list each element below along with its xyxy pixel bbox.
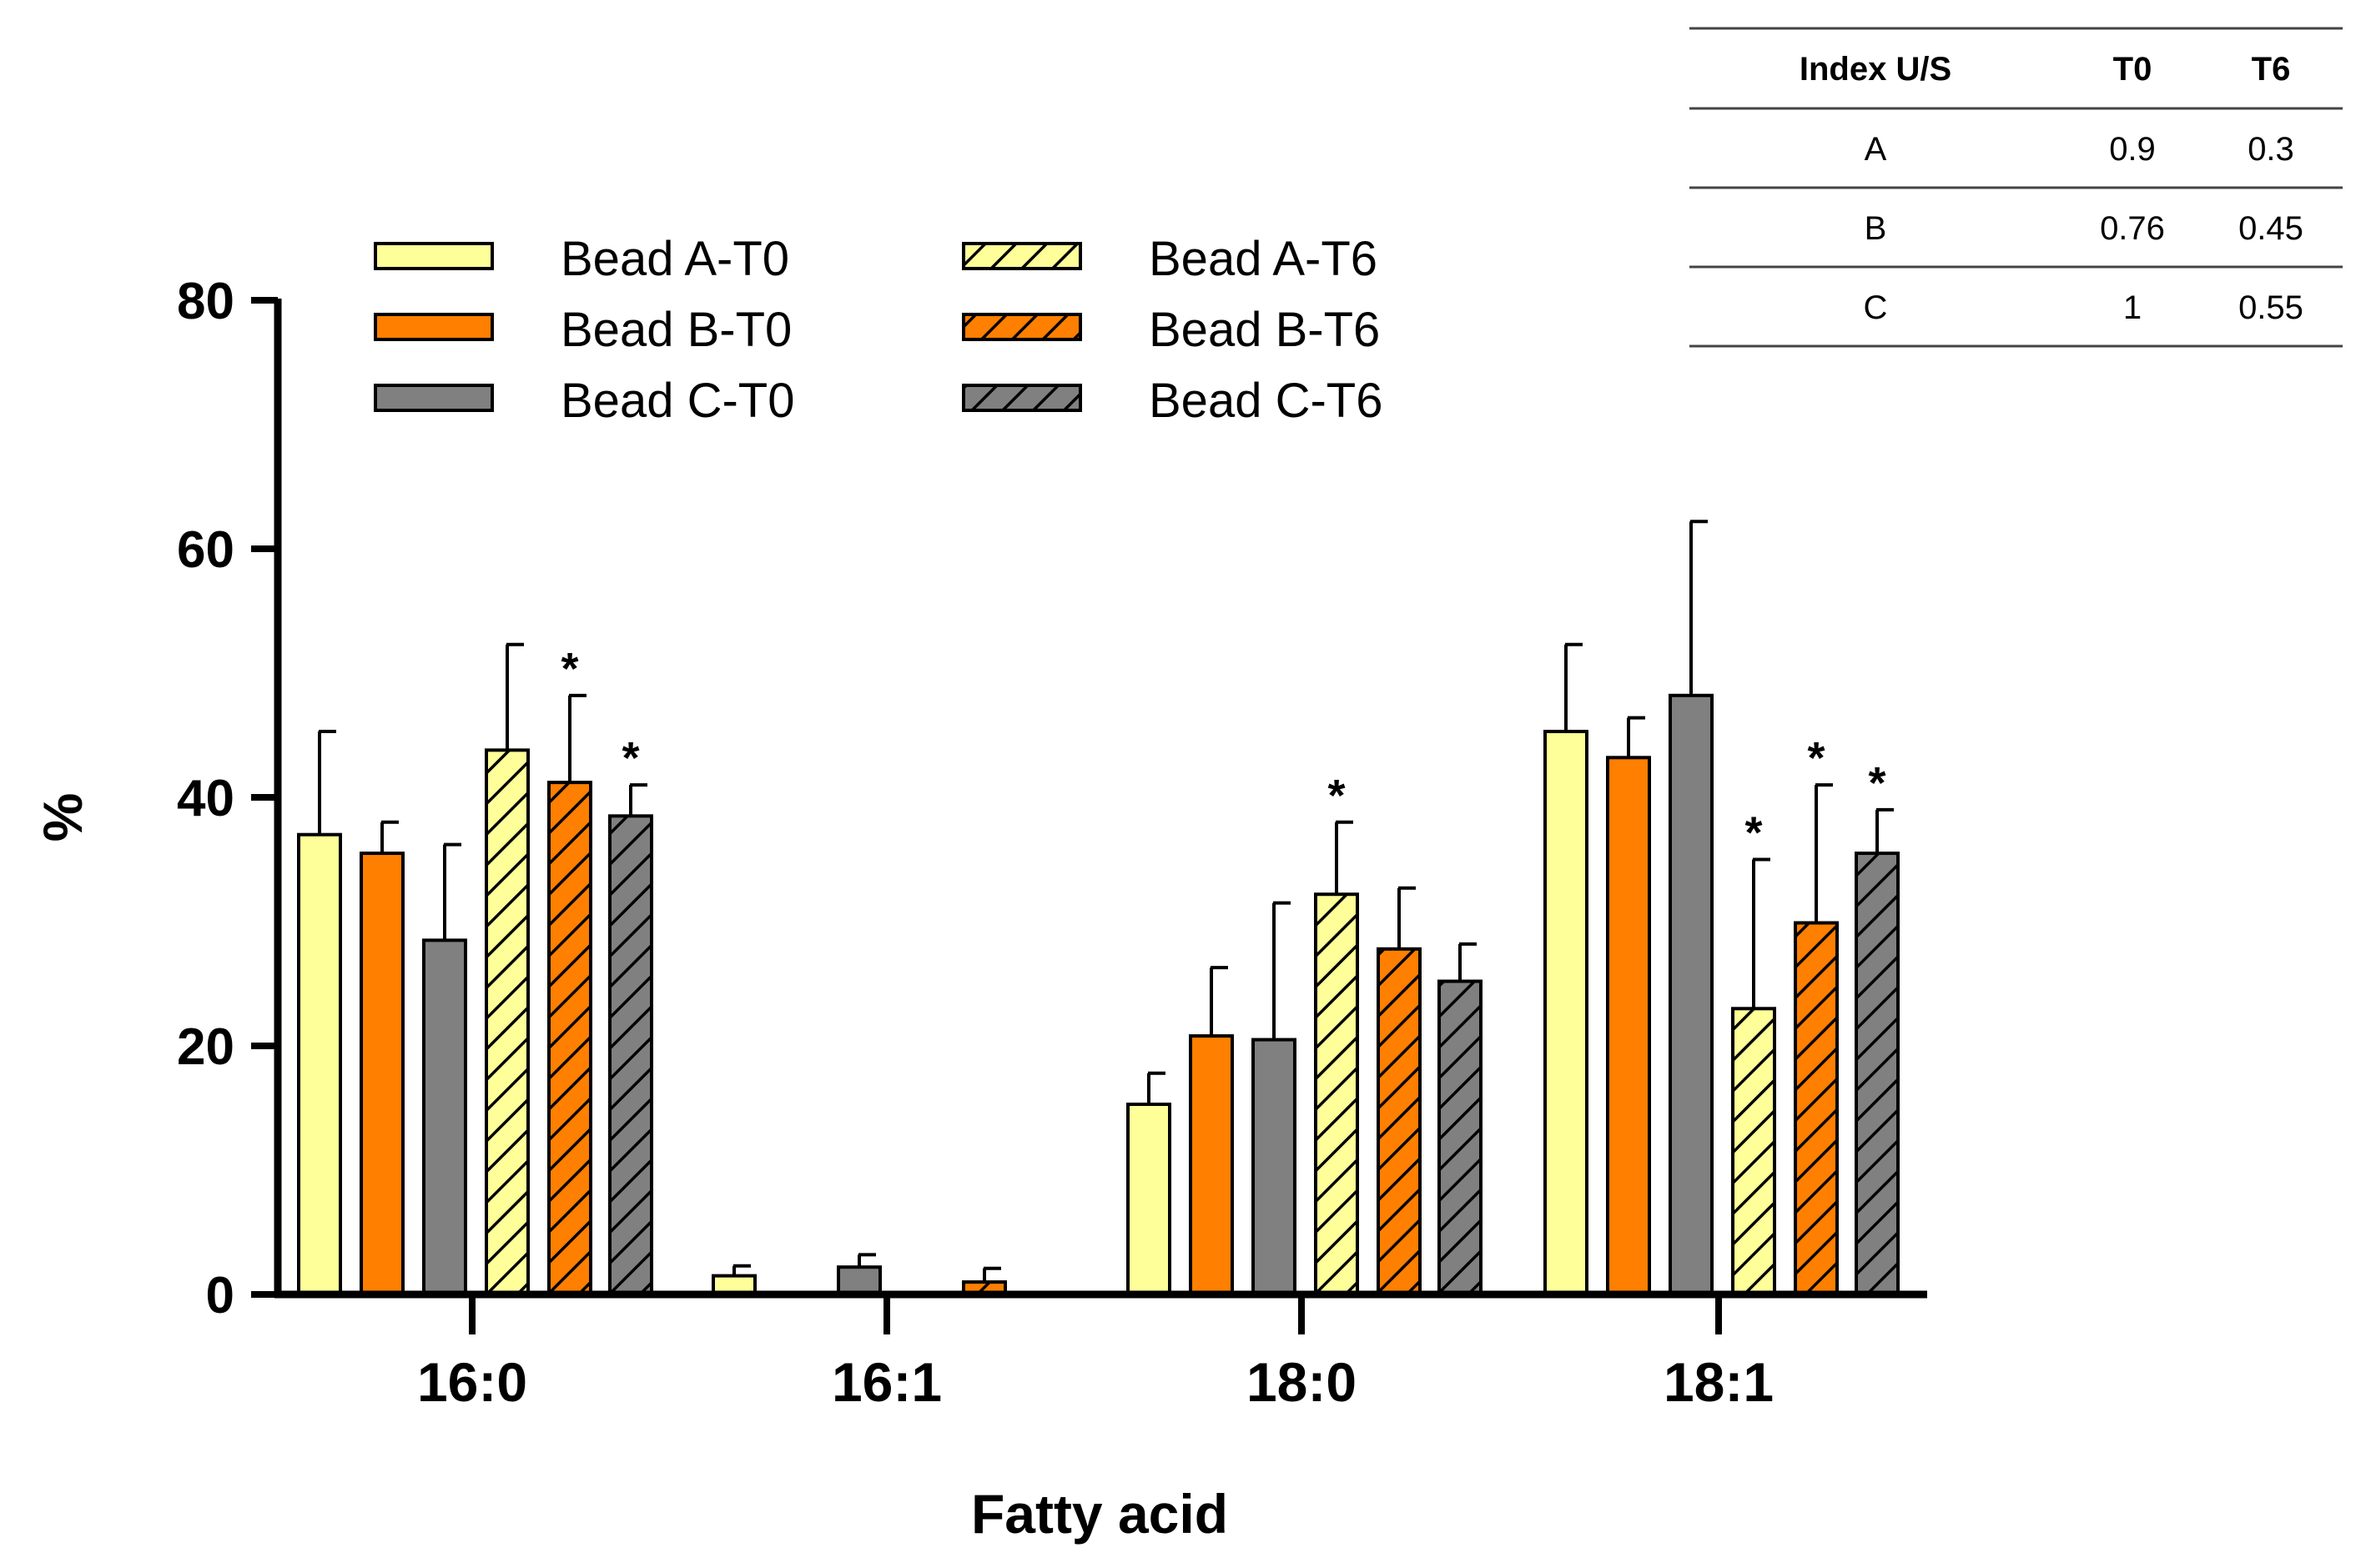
y-tick-label: 20 [177, 1018, 234, 1076]
table-cell: 0.3 [2248, 131, 2294, 168]
error-bar [380, 820, 399, 854]
legend-label: Bead A-T0 [561, 232, 789, 286]
table-header-cell: T6 [2252, 51, 2291, 88]
legend-entry: Bead A-T6 [962, 232, 1377, 286]
x-tick-label: 18:0 [1246, 1351, 1357, 1413]
table-cell: 0.76 [2100, 210, 2165, 247]
bar-bead-b-t0-18-0 [1189, 1034, 1234, 1296]
legend-swatch [962, 242, 1082, 270]
y-ticks: 0 20 40 60 80 [177, 273, 278, 1324]
table-cell: 0.55 [2238, 289, 2303, 326]
legend-swatch [374, 384, 494, 412]
error-bar [1627, 716, 1645, 758]
legend-label: Bead A-T6 [1149, 232, 1377, 286]
legend-entry: Bead C-T0 [374, 374, 794, 428]
bar-bead-c-t0-16-1 [837, 1265, 882, 1296]
significance-markers-layer: * * * * * * [561, 644, 1885, 858]
error-bar [568, 693, 586, 783]
legend-entry: Bead B-T6 [962, 303, 1380, 357]
bar-bead-c-t6-18-1 [1855, 852, 1900, 1296]
table-cell: C [1864, 289, 1888, 326]
bar-bead-b-t6-18-0 [1377, 947, 1422, 1297]
table-header-cell: T0 [2113, 51, 2152, 88]
error-bar [1689, 520, 1708, 696]
error-bar [858, 1253, 876, 1268]
x-tick-label: 16:1 [832, 1351, 942, 1413]
error-bar [732, 1264, 751, 1276]
bar-bead-a-t6-16-0 [485, 748, 530, 1296]
error-bar [983, 1266, 1001, 1283]
error-bar [1272, 901, 1291, 1040]
bar-bead-a-t0-18-1 [1543, 730, 1588, 1296]
bar-bead-b-t0-16-0 [360, 852, 405, 1296]
table-cell: 0.45 [2238, 210, 2303, 247]
bars-layer [297, 693, 1900, 1297]
error-bars-layer [318, 520, 1894, 1283]
error-bar [1564, 642, 1583, 732]
x-axis-title: Fatty acid [971, 1483, 1228, 1545]
error-bar [1752, 857, 1770, 1009]
bar-bead-c-t6-16-0 [608, 814, 653, 1296]
legend: Bead A-T0 Bead B-T0 Bead C-T0 Bead A-T6 Bead… [374, 232, 1382, 428]
y-tick-label: 60 [177, 521, 234, 579]
legend-entry: Bead B-T0 [374, 303, 792, 357]
y-tick-label: 0 [206, 1267, 234, 1324]
error-bar [1458, 942, 1477, 982]
error-bar [318, 730, 336, 835]
bar-bead-c-t0-16-0 [422, 938, 467, 1296]
significance-marker: * [1868, 758, 1885, 808]
significance-marker: * [1807, 733, 1825, 783]
legend-label: Bead C-T6 [1149, 374, 1382, 428]
bar-bead-a-t6-18-1 [1731, 1007, 1776, 1297]
legend-label: Bead B-T6 [1149, 303, 1380, 357]
x-tick-label: 16:0 [417, 1351, 527, 1413]
legend-swatch [962, 384, 1082, 412]
bar-bead-c-t6-18-0 [1437, 979, 1483, 1297]
significance-marker: * [622, 733, 639, 783]
error-bar [629, 783, 647, 817]
x-tick-label: 18:1 [1664, 1351, 1774, 1413]
y-tick-label: 40 [177, 770, 234, 827]
error-bar [1335, 820, 1353, 895]
inset-table: Index U/S T0 T6 A 0.9 0.3 B 0.76 0.45 C 1 0.55 [1689, 27, 2343, 348]
table-header-cell: Index U/S [1800, 51, 1951, 88]
error-bar [1397, 886, 1416, 949]
bar-bead-c-t0-18-1 [1669, 693, 1714, 1296]
legend-swatch [374, 242, 494, 270]
significance-marker: * [561, 644, 578, 694]
table-cell: 0.9 [2109, 131, 2156, 168]
table-cell: 1 [2123, 289, 2142, 326]
x-ticks: 16:0 16:1 18:0 18:1 [417, 1294, 1774, 1413]
significance-marker: * [1327, 771, 1345, 821]
legend-entry: Bead C-T6 [962, 374, 1382, 428]
bar-bead-b-t6-16-0 [547, 781, 592, 1296]
legend-swatch [962, 313, 1082, 341]
bar-bead-a-t6-18-0 [1314, 892, 1359, 1296]
bar-bead-b-t0-18-1 [1606, 756, 1651, 1296]
error-bar [1210, 966, 1228, 1037]
bar-bead-b-t6-18-1 [1794, 921, 1839, 1296]
y-axis-title: % [32, 793, 93, 842]
legend-label: Bead B-T0 [561, 303, 792, 357]
bar-bead-a-t0-16-0 [297, 832, 342, 1296]
legend-swatch [374, 313, 494, 341]
y-tick-label: 80 [177, 273, 234, 330]
bar-bead-c-t0-18-0 [1251, 1038, 1296, 1297]
error-bar [443, 842, 461, 941]
legend-entry: Bead A-T0 [374, 232, 789, 286]
error-bar [506, 642, 524, 751]
bar-bead-a-t0-18-0 [1126, 1103, 1171, 1297]
table-cell: B [1865, 210, 1887, 247]
error-bar [1875, 807, 1894, 854]
significance-marker: * [1744, 808, 1762, 858]
error-bar [1815, 783, 1833, 923]
table-cell: A [1865, 131, 1887, 168]
error-bar [1147, 1071, 1165, 1105]
legend-label: Bead C-T0 [561, 374, 794, 428]
